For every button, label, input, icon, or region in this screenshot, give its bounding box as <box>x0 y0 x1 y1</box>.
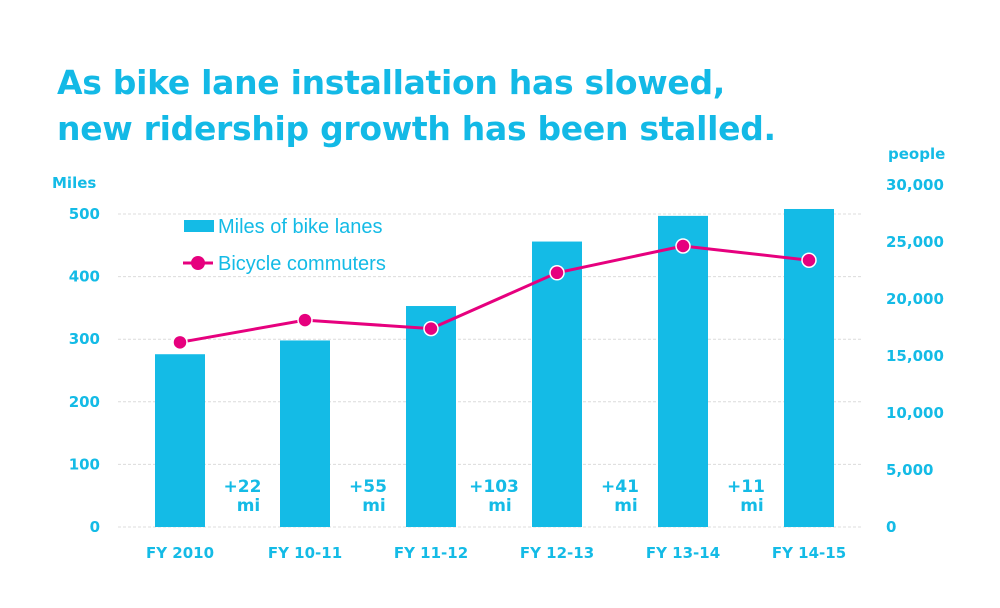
left-tick-label: 200 <box>69 393 100 411</box>
annotation-delta: +41 <box>601 477 639 497</box>
commuters-point <box>801 252 817 268</box>
legend-label-bars: Miles of bike lanes <box>218 216 383 238</box>
x-tick-label: FY 2010 <box>146 544 214 562</box>
bar <box>532 241 582 527</box>
annotation-delta: +103 <box>469 477 519 497</box>
right-tick-label: 5,000 <box>886 461 933 479</box>
commuters-line <box>179 244 810 344</box>
legend-label-line: Bicycle commuters <box>218 253 386 275</box>
right-tick-label: 30,000 <box>886 176 944 194</box>
commuters-point <box>675 238 691 254</box>
x-tick-label: FY 12-13 <box>520 544 594 562</box>
annotation-unit: mi <box>614 496 638 516</box>
x-tick-label: FY 13-14 <box>646 544 720 562</box>
left-axis-label: Miles <box>52 174 96 192</box>
annotation-delta: +11 <box>727 477 765 497</box>
bar <box>280 340 330 527</box>
left-tick-label: 100 <box>69 455 100 473</box>
right-tick-label: 0 <box>886 518 896 536</box>
x-tick-label: FY 14-15 <box>772 544 846 562</box>
right-tick-label: 10,000 <box>886 404 944 422</box>
left-tick-label: 400 <box>69 268 100 286</box>
annotation-delta: +55 <box>349 477 387 497</box>
title-line-1: As bike lane installation has slowed, <box>57 63 726 102</box>
right-axis-label: people <box>888 145 945 163</box>
annotation-unit: mi <box>362 496 386 516</box>
commuters-point <box>297 312 313 328</box>
annotation-delta: +22 <box>224 477 262 497</box>
left-tick-label: 300 <box>69 330 100 348</box>
legend-bar-swatch <box>184 220 214 232</box>
title-line-2: new ridership growth has been stalled. <box>57 109 776 148</box>
commuters-point <box>549 265 565 281</box>
bar <box>155 354 205 527</box>
commuters-point <box>172 334 188 351</box>
legend-marker-swatch <box>191 256 205 270</box>
chart-title: As bike lane installation has slowed, ne… <box>57 60 776 152</box>
x-tick-label: FY 11-12 <box>394 544 468 562</box>
right-tick-label: 15,000 <box>886 347 944 365</box>
right-tick-label: 25,000 <box>886 233 944 251</box>
left-tick-label: 0 <box>90 518 100 536</box>
left-tick-label: 500 <box>69 205 100 223</box>
x-tick-label: FY 10-11 <box>268 544 342 562</box>
commuters-point <box>423 320 439 337</box>
bar <box>406 306 456 527</box>
bar <box>658 215 708 528</box>
annotation-unit: mi <box>237 496 261 516</box>
annotation-unit: mi <box>488 496 512 516</box>
right-tick-label: 20,000 <box>886 290 944 308</box>
annotation-unit: mi <box>740 496 764 516</box>
